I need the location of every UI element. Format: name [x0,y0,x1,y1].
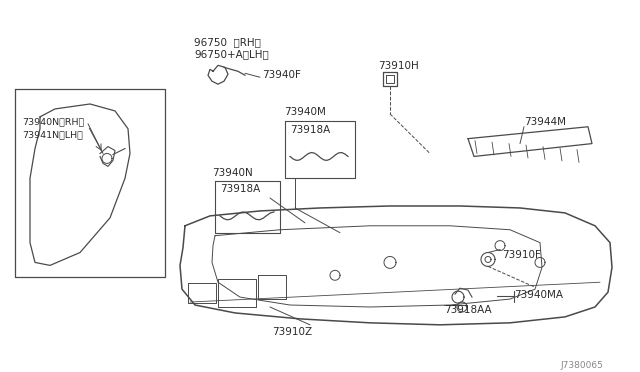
Text: 73940N〈RH〉: 73940N〈RH〉 [22,117,84,126]
Text: 73918A: 73918A [220,184,260,194]
Text: J7380065: J7380065 [560,362,603,371]
Text: 73918A: 73918A [290,125,330,135]
Text: 73918AA: 73918AA [444,305,492,315]
Text: 73910H: 73910H [378,61,419,71]
Text: 73940F: 73940F [262,70,301,80]
Text: 73910Z: 73910Z [272,327,312,337]
Text: 73910F: 73910F [502,250,541,260]
Text: 96750+A〈LH〉: 96750+A〈LH〉 [194,49,269,60]
Text: 73941N〈LH〉: 73941N〈LH〉 [22,131,83,140]
Text: 73940MA: 73940MA [514,290,563,300]
Text: 73940N: 73940N [212,169,253,178]
Text: 73940M: 73940M [284,107,326,117]
Text: 73944M: 73944M [524,117,566,127]
Text: 96750  〈RH〉: 96750 〈RH〉 [194,38,261,48]
